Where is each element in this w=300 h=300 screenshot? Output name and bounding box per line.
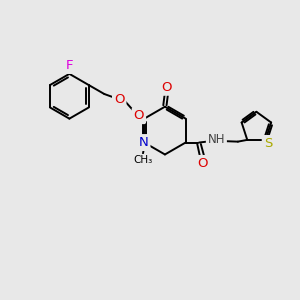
- Text: N: N: [139, 136, 148, 149]
- Text: O: O: [134, 109, 144, 122]
- Text: O: O: [197, 157, 208, 170]
- Text: O: O: [114, 93, 124, 106]
- Text: CH₃: CH₃: [133, 155, 152, 166]
- Text: NH: NH: [208, 133, 225, 146]
- Text: S: S: [264, 137, 272, 150]
- Text: O: O: [161, 81, 172, 94]
- Text: F: F: [66, 59, 73, 72]
